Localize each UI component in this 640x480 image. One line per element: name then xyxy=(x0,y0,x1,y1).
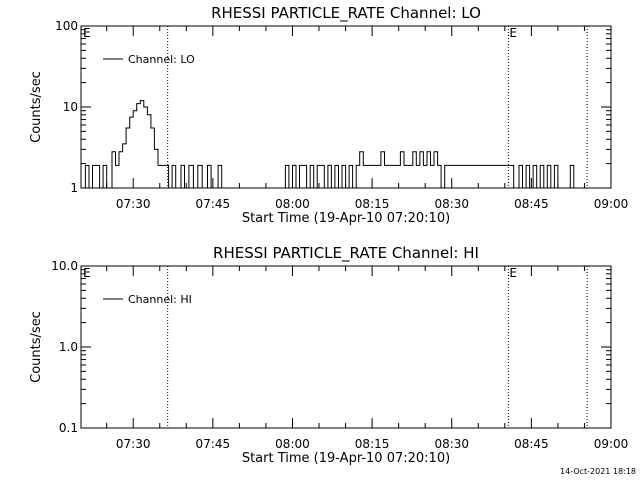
chart-2-x-tick-label: 08:15 xyxy=(355,437,390,451)
chart-2-x-axis-label: Start Time (19-Apr-10 07:20:10) xyxy=(242,451,450,466)
chart-2-start-marker: E xyxy=(83,266,91,280)
chart-1-y-tick-label: 100 xyxy=(55,19,78,33)
chart-2-x-tick-label: 08:00 xyxy=(275,437,310,451)
chart-1-start-marker: E xyxy=(83,26,91,40)
chart-1-series-line xyxy=(81,100,575,189)
chart-1-title: RHESSI PARTICLE_RATE Channel: LO xyxy=(211,4,481,23)
chart-2-y-tick-label: 1.0 xyxy=(59,340,78,354)
chart-1-axes-frame xyxy=(80,25,612,189)
chart-2-title: RHESSI PARTICLE_RATE Channel: HI xyxy=(213,244,479,263)
chart-1-y-axis-label: Counts/sec xyxy=(29,71,44,143)
chart-1-x-tick-label: 08:00 xyxy=(275,197,310,211)
chart-1-event-marker-label: E xyxy=(509,26,517,40)
chart-2-y-tick-label: 10.0 xyxy=(51,259,78,273)
chart-1-x-tick-label: 08:30 xyxy=(434,197,469,211)
chart-1-x-tick-label: 08:45 xyxy=(514,197,549,211)
chart-2-x-tick-label: 07:45 xyxy=(196,437,231,451)
chart-1-x-tick-label: 08:15 xyxy=(355,197,390,211)
chart-1-legend-label: Channel: LO xyxy=(128,53,195,66)
chart-2-x-tick-label: 08:45 xyxy=(514,437,549,451)
chart-2-legend-label: Channel: HI xyxy=(128,293,192,306)
chart-1-x-axis-label: Start Time (19-Apr-10 07:20:10) xyxy=(242,211,450,226)
chart-1-x-tick-label: 07:30 xyxy=(116,197,151,211)
chart-2-event-marker-label: E xyxy=(509,266,517,280)
chart-2: RHESSI PARTICLE_RATE Channel: HI 07:30 07:… xyxy=(29,244,628,466)
chart-1-y-tick-label: 10 xyxy=(63,100,78,114)
timestamp-stamp: 14-Oct-2021 18:18 xyxy=(560,467,636,476)
chart-2-x-tick-label: 07:30 xyxy=(116,437,151,451)
chart-2-x-tick-label: 09:00 xyxy=(594,437,629,451)
chart-1: RHESSI PARTICLE_RATE Channel: LO 07:30 07:… xyxy=(29,4,628,226)
chart-2-x-tick-label: 08:30 xyxy=(434,437,469,451)
chart-2-axes-frame xyxy=(80,265,612,429)
chart-2-y-axis-label: Counts/sec xyxy=(29,311,44,383)
chart-1-y-tick-label: 1 xyxy=(70,181,78,195)
chart-1-x-tick-label: 07:45 xyxy=(196,197,231,211)
chart-1-x-tick-label: 09:00 xyxy=(594,197,629,211)
chart-2-y-tick-label: 0.1 xyxy=(59,421,78,435)
